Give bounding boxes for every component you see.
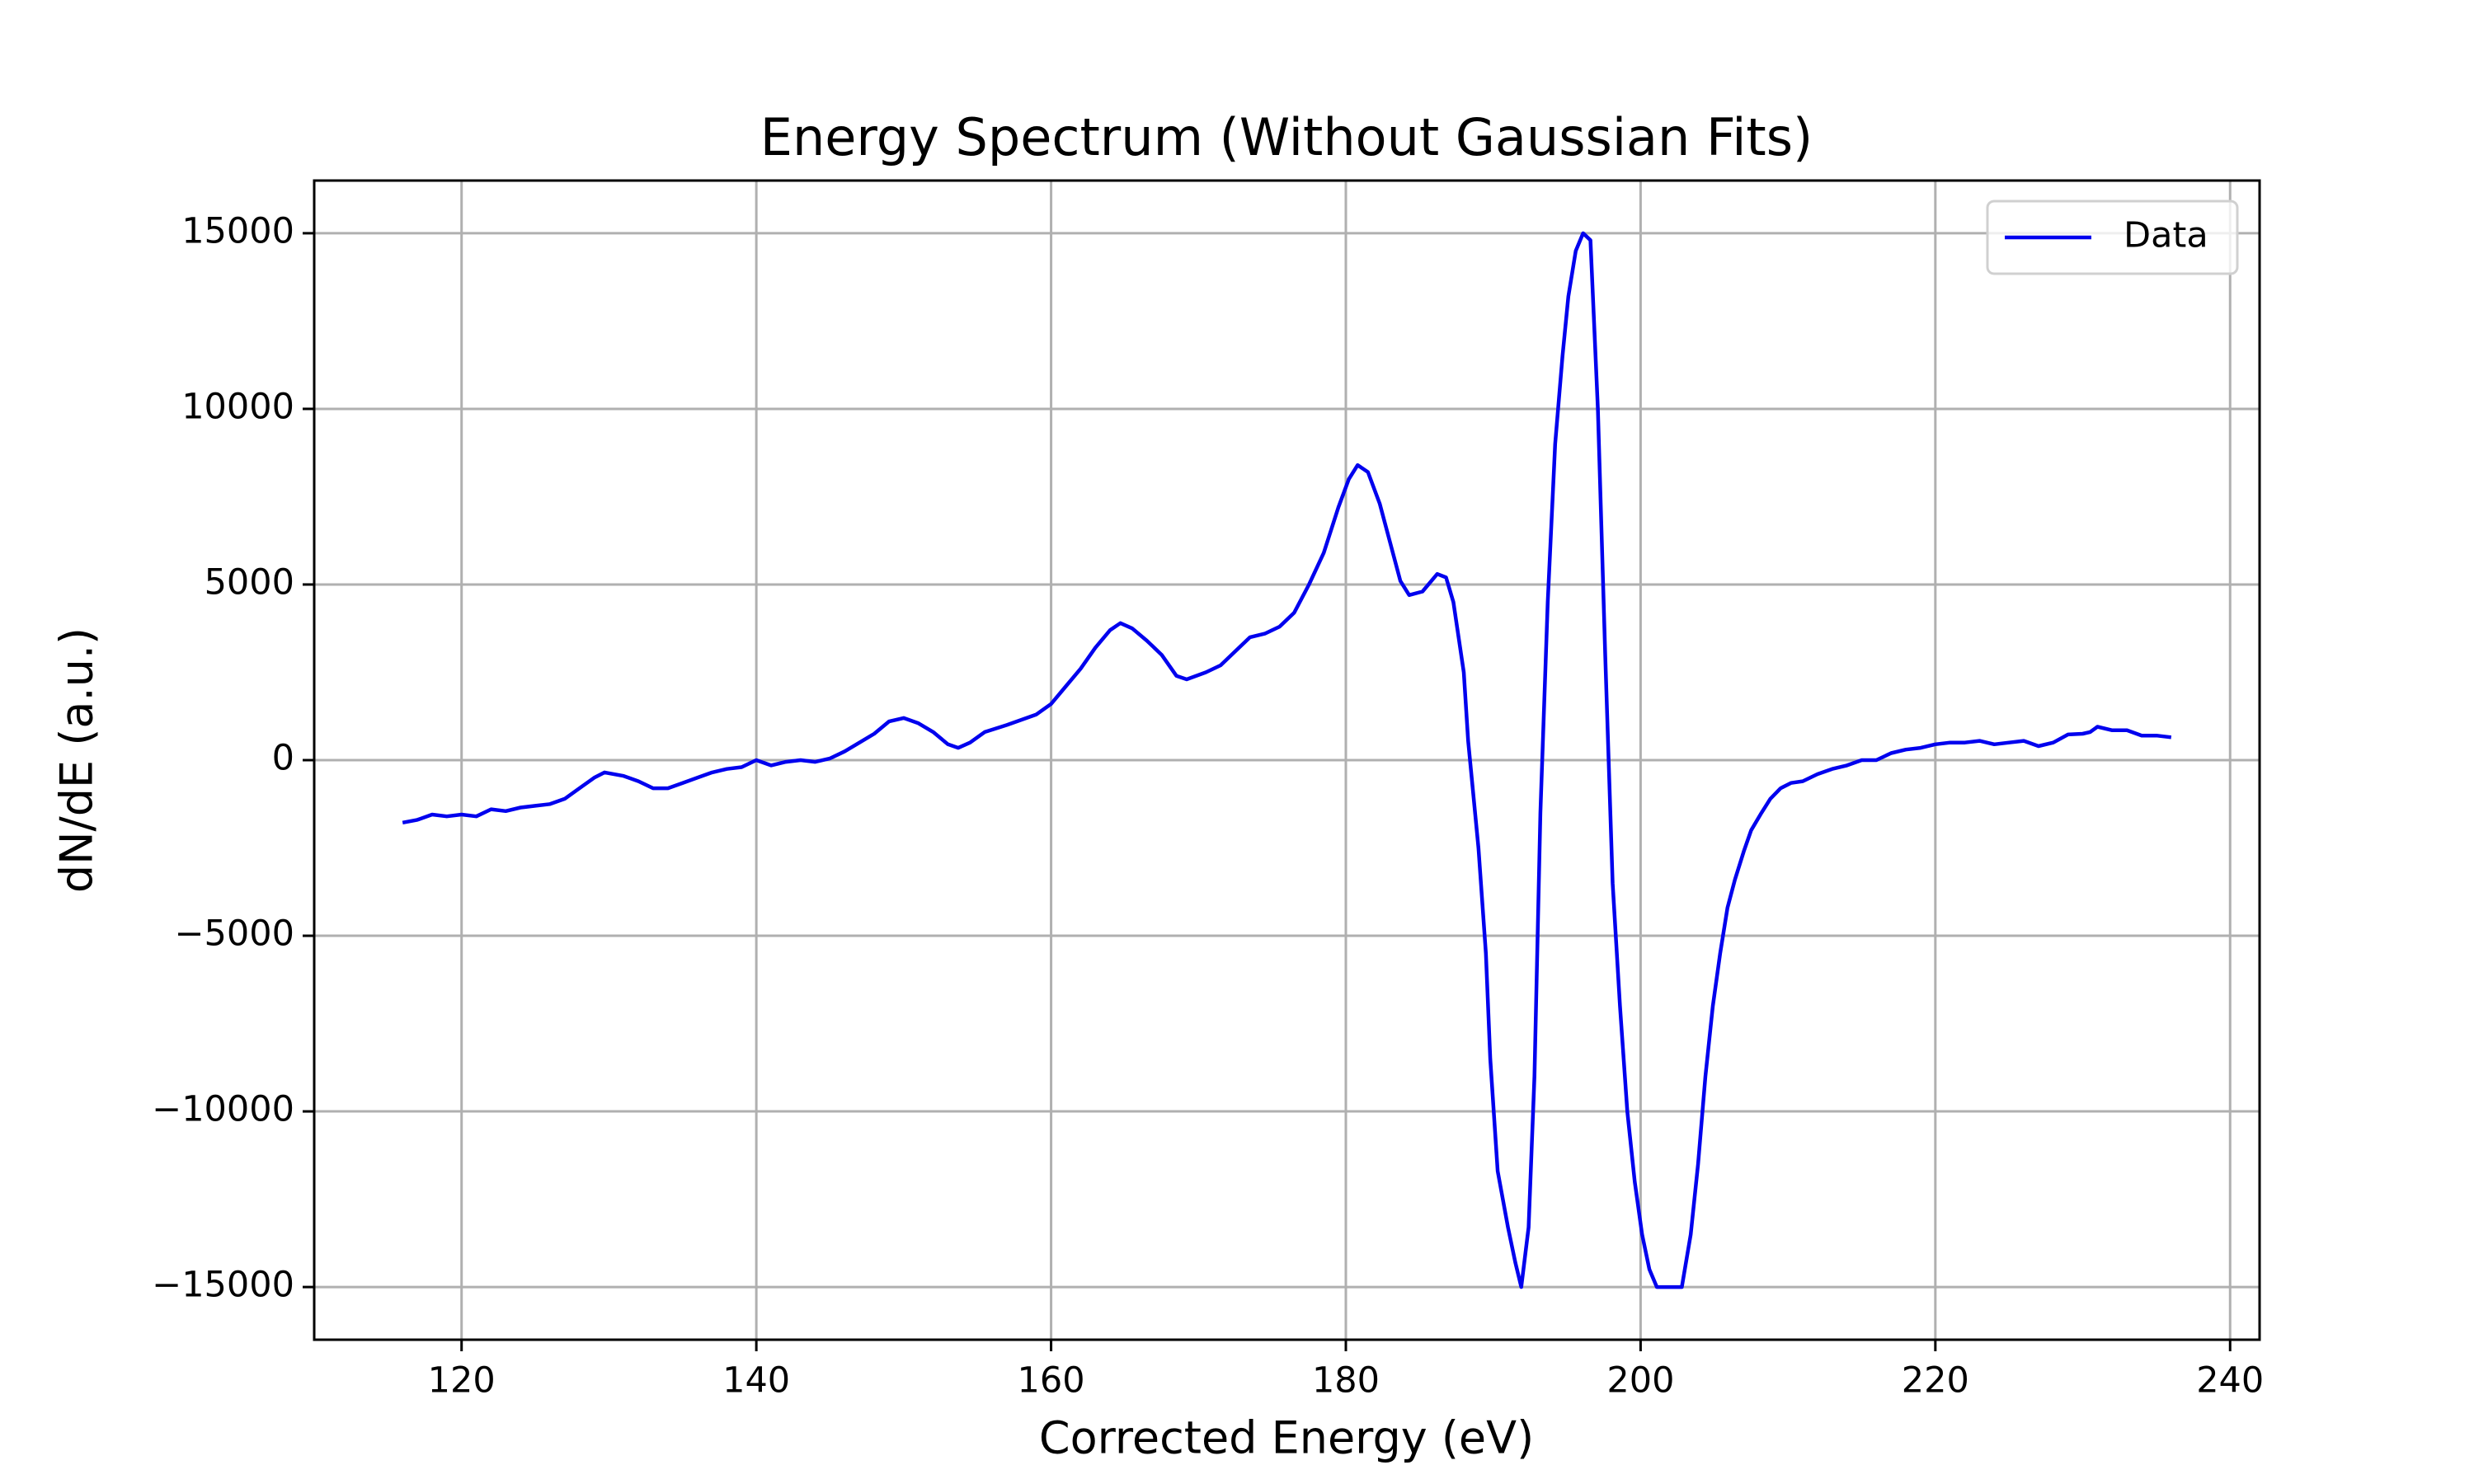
y-tick-label: −10000 [152,1089,294,1130]
y-axis-label: dN/dE (a.u.) [51,627,103,893]
x-tick-label: 140 [722,1360,790,1402]
chart-title: Energy Spectrum (Without Gaussian Fits) [760,107,1813,167]
legend-label: Data [2124,215,2208,256]
y-tick-label: 5000 [205,561,294,603]
y-tick-label: −5000 [175,913,294,955]
plot-frame [313,179,2261,1341]
x-tick-label: 160 [1018,1360,1085,1402]
x-tick-label: 240 [2196,1360,2264,1402]
legend: Data [1986,200,2239,275]
x-tick-label: 180 [1312,1360,1380,1402]
x-tick-label: 200 [1606,1360,1674,1402]
y-tick-label: −15000 [152,1265,294,1306]
data-line [402,231,2172,1289]
x-axis-label: Corrected Energy (eV) [1039,1412,1534,1464]
legend-box [1986,200,2239,275]
x-tick-label: 220 [1902,1360,1969,1402]
x-tick-label: 120 [428,1360,496,1402]
y-tick-label: 15000 [181,210,294,251]
y-tick-label: 10000 [181,386,294,427]
y-tick-label: 0 [272,738,294,779]
